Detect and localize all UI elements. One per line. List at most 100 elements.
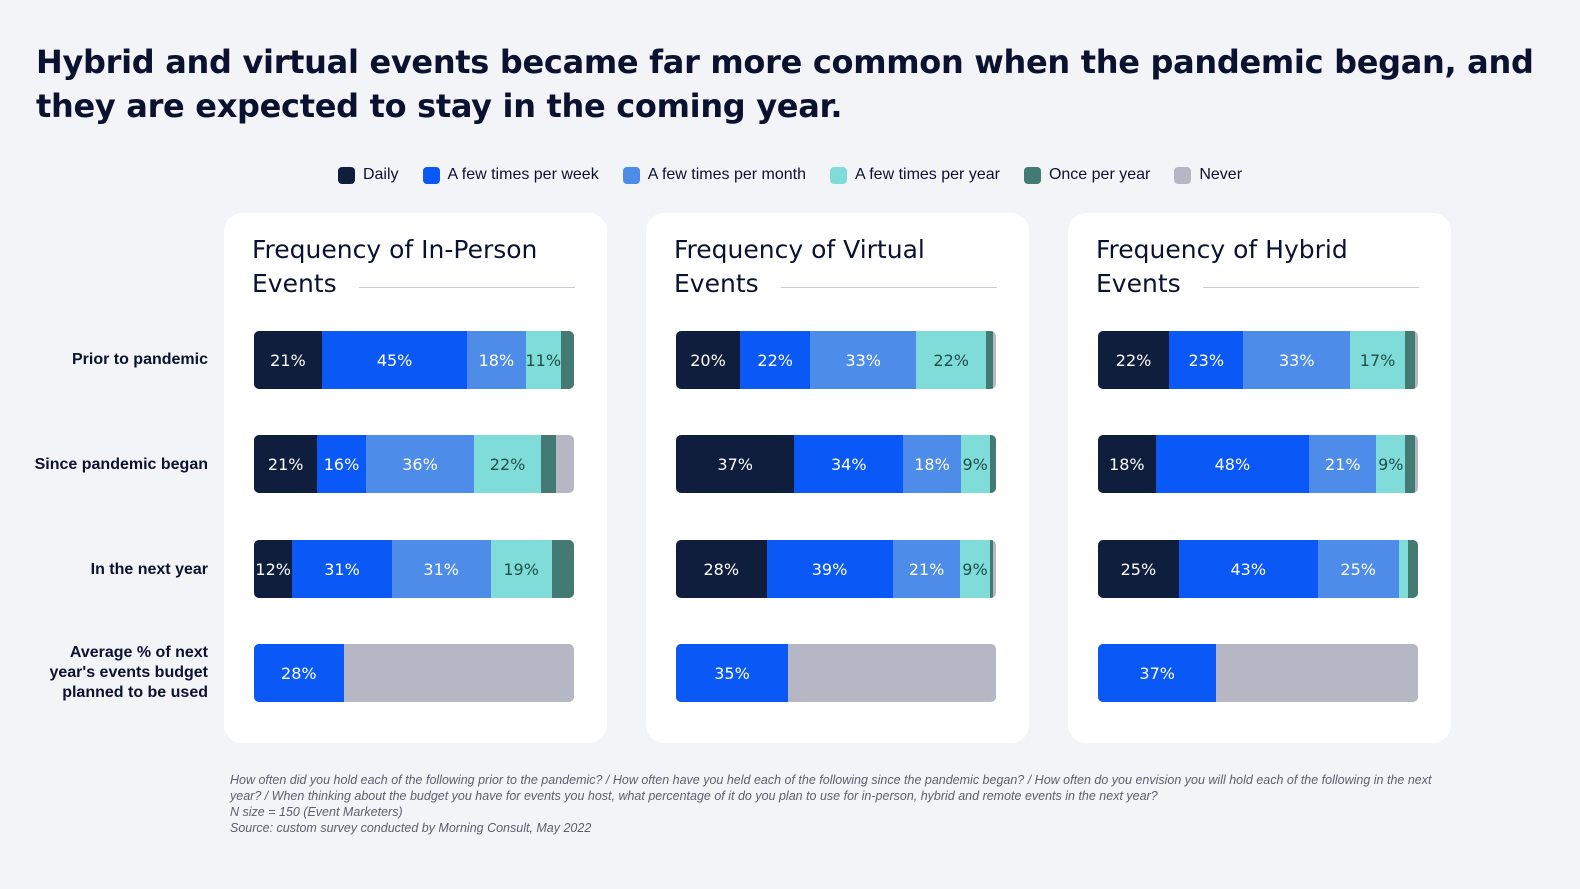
chart-legend: Daily A few times per week A few times per… <box>0 166 1580 184</box>
legend-item-month: A few times per month <box>622 166 806 184</box>
bar-segment-week: 31% <box>292 540 392 598</box>
bar-segment-daily: 20% <box>676 331 740 389</box>
bar-segment-month: 21% <box>892 540 961 598</box>
bar-segment-year: 11% <box>525 331 562 389</box>
legend-label: Never <box>1199 166 1243 183</box>
bar-segment-month: 25% <box>1317 540 1399 598</box>
bar-segment-year <box>1398 540 1409 598</box>
footnote-sample-size: N size = 150 (Event Marketers) <box>230 805 403 819</box>
panel-title: Frequency of Hybrid Events <box>1096 235 1348 298</box>
budget-bar-fill: 35% <box>676 644 788 702</box>
budget-bar-fill: 28% <box>254 644 344 702</box>
bar-segment-week: 45% <box>321 331 468 389</box>
bar-segment-never <box>555 435 574 493</box>
legend-swatch-once <box>1023 166 1041 184</box>
legend-label: A few times per month <box>647 166 806 183</box>
budget-bar-remainder <box>788 644 996 702</box>
bar-segment-once <box>989 435 996 493</box>
budget-bar: 37% <box>1098 644 1418 702</box>
bar-segment-month: 33% <box>1243 331 1351 389</box>
stacked-bar: 21% 45% 18% 11% <box>254 331 574 389</box>
legend-swatch-year <box>830 166 847 184</box>
bar-segment-year: 22% <box>915 331 987 389</box>
stacked-bar: 20% 22% 33% 22% <box>676 331 996 389</box>
footnote: How often did you hold each of the follo… <box>230 772 1450 836</box>
bar-segment-once <box>986 331 993 389</box>
panel-title-rule <box>781 287 997 288</box>
bar-segment-month: 21% <box>1309 435 1377 493</box>
bar-segment-week: 48% <box>1155 435 1310 493</box>
legend-swatch-week <box>422 166 440 184</box>
bar-segment-never <box>1414 331 1418 389</box>
budget-bar: 28% <box>254 644 574 702</box>
panel-title-rule <box>1203 287 1419 288</box>
page-title: Hybrid and virtual events became far mor… <box>36 43 1534 125</box>
budget-bar-remainder <box>344 644 574 702</box>
footnote-question: How often did you hold each of the follo… <box>230 773 1432 803</box>
bar-segment-year: 22% <box>474 435 541 493</box>
row-label: Since pandemic began <box>34 456 208 473</box>
bar-segment-year: 9% <box>960 435 990 493</box>
legend-item-never: Never <box>1174 166 1242 184</box>
bar-segment-week: 16% <box>317 435 366 493</box>
bar-segment-once <box>1405 331 1415 389</box>
bar-segment-once <box>1405 435 1415 493</box>
bar-segment-once <box>989 540 993 598</box>
legend-item-week: A few times per week <box>422 166 599 184</box>
row-label: Average % of next year's events budget p… <box>49 644 208 701</box>
bar-segment-week: 23% <box>1169 331 1244 389</box>
legend-item-once: Once per year <box>1023 166 1151 184</box>
panel-title: Frequency of In-Person Events <box>252 235 538 298</box>
bar-segment-year: 19% <box>490 540 552 598</box>
legend-swatch-never <box>1174 166 1192 184</box>
budget-bar-remainder <box>1216 644 1418 702</box>
stacked-bar: 18% 48% 21% 9% <box>1098 435 1418 493</box>
legend-label: Daily <box>362 166 399 183</box>
legend-swatch-month <box>622 166 640 184</box>
bar-segment-daily: 21% <box>254 435 318 493</box>
bar-segment-week: 22% <box>740 331 811 389</box>
legend-label: A few times per week <box>447 166 599 183</box>
bar-segment-year: 17% <box>1350 331 1406 389</box>
stacked-bar: 12% 31% 31% 19% <box>254 540 574 598</box>
bar-segment-month: 31% <box>391 540 491 598</box>
budget-bar: 35% <box>676 644 996 702</box>
bar-segment-daily: 37% <box>676 435 795 493</box>
legend-label: Once per year <box>1048 166 1151 183</box>
panel-title-rule <box>359 287 575 288</box>
bar-segment-daily: 28% <box>676 540 767 598</box>
bar-segment-month: 18% <box>903 435 961 493</box>
bar-segment-daily: 25% <box>1098 540 1179 598</box>
panel-title: Frequency of Virtual Events <box>674 235 925 298</box>
bar-segment-daily: 21% <box>254 331 322 389</box>
bar-segment-month: 33% <box>810 331 916 389</box>
stacked-bar: 22% 23% 33% 17% <box>1098 331 1418 389</box>
stacked-bar: 21% 16% 36% 22% <box>254 435 574 493</box>
bar-segment-daily: 22% <box>1098 331 1170 389</box>
stacked-bar: 37% 34% 18% 9% <box>676 435 996 493</box>
bar-segment-month: 18% <box>467 331 526 389</box>
bar-segment-once <box>540 435 556 493</box>
bar-segment-never <box>992 331 996 389</box>
legend-item-daily: Daily <box>337 166 399 184</box>
bar-segment-daily: 12% <box>254 540 293 598</box>
stacked-bar: 25% 43% 25% <box>1098 540 1418 598</box>
row-label: Prior to pandemic <box>71 351 208 368</box>
legend-item-year: A few times per year <box>830 166 1000 184</box>
bar-segment-once <box>551 540 574 598</box>
bar-segment-once <box>561 331 574 389</box>
bar-segment-daily: 18% <box>1098 435 1156 493</box>
bar-segment-never <box>992 540 996 598</box>
bar-segment-never <box>1414 435 1418 493</box>
bar-segment-year: 9% <box>1376 435 1406 493</box>
legend-label: A few times per year <box>855 166 1000 183</box>
budget-bar-fill: 37% <box>1098 644 1217 702</box>
bar-segment-once <box>1408 540 1418 598</box>
footnote-source: Source: custom survey conducted by Morni… <box>230 821 592 835</box>
bar-segment-month: 36% <box>365 435 475 493</box>
bar-segment-year: 9% <box>960 540 990 598</box>
bar-segment-week: 39% <box>766 540 893 598</box>
legend-swatch-daily <box>337 166 355 184</box>
bar-segment-week: 34% <box>794 435 904 493</box>
bar-segment-week: 43% <box>1178 540 1318 598</box>
